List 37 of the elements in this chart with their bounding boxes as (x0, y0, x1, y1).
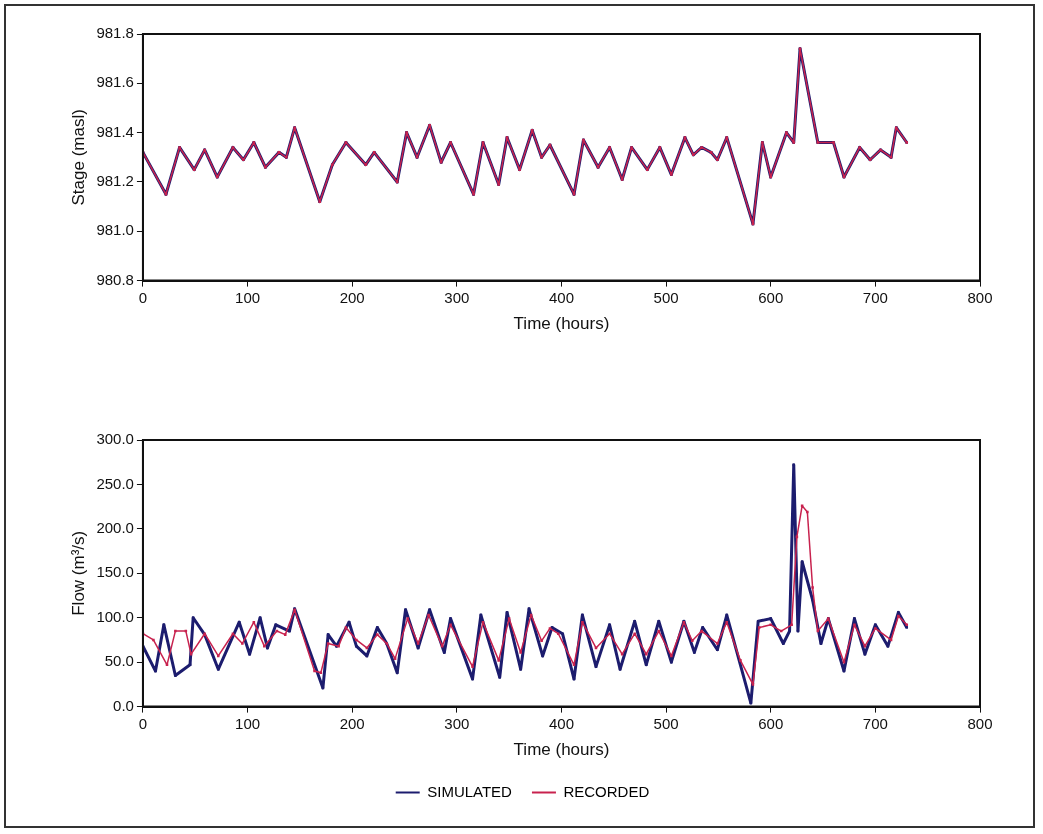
y-tick-label: 50.0 (104, 652, 134, 670)
x-tick-label: 500 (653, 714, 679, 732)
y-tick-label: 200.0 (96, 519, 134, 537)
x-tick-label: 200 (339, 714, 365, 732)
y-tick-label: 981.2 (96, 172, 134, 190)
y-tick-label: 981.4 (96, 122, 134, 140)
x-tick-label: 400 (548, 288, 574, 306)
legend-label: RECORDED (563, 782, 650, 800)
y-tick-label: 100.0 (96, 607, 134, 625)
x-axis-title: Time (hours) (513, 314, 610, 334)
x-tick-label: 0 (138, 714, 148, 732)
y-tick-label: 0.0 (113, 696, 134, 714)
x-tick-label: 800 (967, 288, 993, 306)
x-tick-label: 800 (967, 714, 993, 732)
x-tick-label: 400 (548, 714, 574, 732)
x-tick-label: 200 (339, 288, 365, 306)
y-tick-label: 981.6 (96, 73, 134, 91)
y-tick-label: 981.0 (96, 221, 134, 239)
x-tick-label: 100 (235, 714, 261, 732)
y-tick-label: 250.0 (96, 474, 134, 492)
x-tick-label: 700 (862, 714, 888, 732)
x-tick-label: 0 (138, 288, 148, 306)
x-tick-label: 600 (758, 288, 784, 306)
y-axis-title: Flow (m³/s) (68, 530, 88, 616)
y-tick-label: 150.0 (96, 563, 134, 581)
x-tick-label: 700 (862, 288, 888, 306)
legend-label: SIMULATED (427, 782, 513, 800)
y-tick-label: 300.0 (96, 430, 134, 448)
y-tick-label: 981.8 (96, 24, 134, 42)
x-tick-label: 100 (235, 288, 261, 306)
y-axis-title: Stage (masl) (68, 109, 88, 206)
x-tick-label: 600 (758, 714, 784, 732)
x-axis-title: Time (hours) (513, 740, 610, 760)
x-tick-label: 300 (444, 288, 470, 306)
x-tick-label: 300 (444, 714, 470, 732)
x-tick-label: 500 (653, 288, 679, 306)
y-tick-label: 980.8 (96, 270, 134, 288)
